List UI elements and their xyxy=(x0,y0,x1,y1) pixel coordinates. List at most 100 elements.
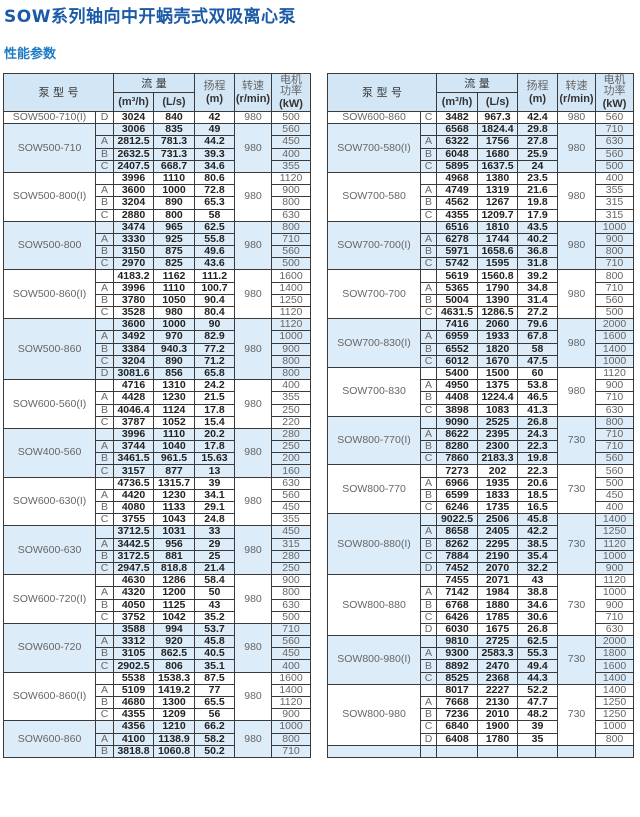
flow-m3h: 8262 xyxy=(436,537,478,551)
pump-model: SOW700-700(I) xyxy=(327,220,421,271)
impeller-grade: C xyxy=(95,305,114,320)
head-m: 33 xyxy=(194,525,235,539)
flow-ls: 1790 xyxy=(477,281,518,295)
head-m: 53.7 xyxy=(194,622,235,637)
flow-ls: 1810 xyxy=(477,220,518,234)
table-row: C 3755 1043 24.8 355 xyxy=(4,513,311,527)
table-row: SOW600-720 3588 994 53.7 980 710 xyxy=(3,622,311,673)
flow-m3h: 3528 xyxy=(113,305,154,320)
table-row: B 8892 2470 49.4 1600 xyxy=(328,659,634,673)
motor-power-kw: 1120 xyxy=(595,574,634,588)
head-m: 43 xyxy=(194,598,235,612)
motor-power-kw: 450 xyxy=(271,525,311,539)
head-m: 55.8 xyxy=(194,232,235,247)
flow-ls: 2525 xyxy=(477,415,518,429)
table-row: D 6030 1675 26.8 630 xyxy=(328,622,634,637)
head-m: 77.2 xyxy=(194,342,235,356)
motor-power-kw: 500 xyxy=(271,610,311,624)
head-m: 39 xyxy=(517,720,558,734)
impeller-grade xyxy=(95,476,114,490)
flow-ls xyxy=(477,744,518,758)
table-row: SOW600-630 3712.5 1031 33 980 450 xyxy=(3,525,311,576)
flow-ls: 980 xyxy=(153,305,195,320)
head-m: 31.4 xyxy=(517,293,558,308)
table-row: SOW700-580(I) 6568 1824.4 29.8 980 710 xyxy=(327,123,634,173)
impeller-grade: B xyxy=(420,488,437,503)
power-header: 电机功率 (kW) xyxy=(271,73,311,112)
motor-power-kw: 710 xyxy=(271,744,311,758)
impeller-grade: C xyxy=(420,610,437,624)
impeller-grade: A xyxy=(95,732,114,746)
head-m: 20.2 xyxy=(194,427,235,442)
impeller-grade xyxy=(420,220,437,234)
motor-power-kw: 2000 xyxy=(595,318,634,332)
flow-m3h: 3600 xyxy=(113,184,154,198)
table-row: C 3752 1042 35.2 500 xyxy=(4,610,311,624)
motor-power-kw: 560 xyxy=(595,110,634,125)
head-m: 24 xyxy=(517,159,558,173)
power-label: 电机功率 xyxy=(280,73,302,97)
impeller-grade xyxy=(420,683,437,698)
impeller-grade: C xyxy=(420,720,437,734)
motor-power-kw: 900 xyxy=(271,342,311,356)
speed-rpm: 730 xyxy=(557,574,596,637)
table-row: B 3105 862.5 40.5 450 xyxy=(4,647,311,661)
motor-power-kw: 560 xyxy=(595,464,634,478)
motor-power-kw: 1400 xyxy=(595,342,634,356)
head-m: 49 xyxy=(194,123,235,137)
motor-power-kw: 1000 xyxy=(595,586,634,600)
flow-m3h: 3006 xyxy=(113,123,154,137)
head-m: 15.4 xyxy=(194,415,235,429)
flow-m3h: 3780 xyxy=(113,293,154,308)
impeller-grade xyxy=(95,525,114,539)
table-row: C 3787 1052 15.4 220 xyxy=(4,415,311,429)
table-row: C 5742 1595 31.8 710 xyxy=(328,257,634,271)
table-row: C 4631.5 1286.5 27.2 500 xyxy=(328,305,634,320)
flow-m3h: 3712.5 xyxy=(113,525,154,539)
table-row: A 4428 1230 21.5 355 xyxy=(4,391,311,405)
motor-power-kw: 160 xyxy=(271,464,311,478)
flow-m3h: 3755 xyxy=(113,513,154,527)
motor-power-kw: 800 xyxy=(595,732,634,746)
head-m: 31.8 xyxy=(517,257,558,271)
motor-power-kw: 710 xyxy=(595,257,634,271)
speed-rpm: 980 xyxy=(557,220,596,271)
flow-m3h: 3461.5 xyxy=(113,452,154,466)
flow-ls: 1040 xyxy=(153,440,195,454)
motor-power-kw: 800 xyxy=(271,220,311,234)
speed-rpm xyxy=(557,744,596,758)
head-m: 66.2 xyxy=(194,720,235,734)
flow-m3h: 3384 xyxy=(113,342,154,356)
table-row: C 7860 2183.3 19.8 560 xyxy=(328,452,634,466)
flow-ls: 1675 xyxy=(477,622,518,637)
flow-ls: 1110 xyxy=(153,281,195,295)
flow-ls: 825 xyxy=(153,257,195,271)
flow-m3h: 5538 xyxy=(113,671,154,685)
motor-power-kw: 630 xyxy=(271,598,311,612)
head-m: 27.2 xyxy=(517,305,558,320)
flow-m3h: 2970 xyxy=(113,257,154,271)
motor-power-kw: 560 xyxy=(271,123,311,137)
motor-power-kw: 315 xyxy=(271,537,311,551)
flow-ls: 1735 xyxy=(477,500,518,515)
flow-ls: 1933 xyxy=(477,330,518,344)
flow-m3h: 6048 xyxy=(436,147,478,161)
impeller-grade: D xyxy=(95,366,114,381)
flow-ls: 1390 xyxy=(477,293,518,308)
head-m: 44.3 xyxy=(517,671,558,685)
flow-ls: 956 xyxy=(153,537,195,551)
head-m: 72.8 xyxy=(194,184,235,198)
head-m: 17.9 xyxy=(517,208,558,222)
flow-m3h: 7273 xyxy=(436,464,478,478)
flow-ls: 1900 xyxy=(477,720,518,734)
flow-ls: 1050 xyxy=(153,293,195,308)
speed-rpm: 980 xyxy=(557,110,596,125)
table-row: A 5109 1419.2 77 1400 xyxy=(4,683,311,698)
flow-m3h: 4630 xyxy=(113,574,154,588)
flow-ls: 1224.4 xyxy=(477,391,518,405)
table-row: A 3600 1000 72.8 900 xyxy=(4,184,311,198)
flow-m3h: 4356 xyxy=(113,720,154,734)
flow-ls: 1880 xyxy=(477,598,518,612)
flow-m3h: 4080 xyxy=(113,500,154,515)
impeller-grade xyxy=(420,513,437,527)
